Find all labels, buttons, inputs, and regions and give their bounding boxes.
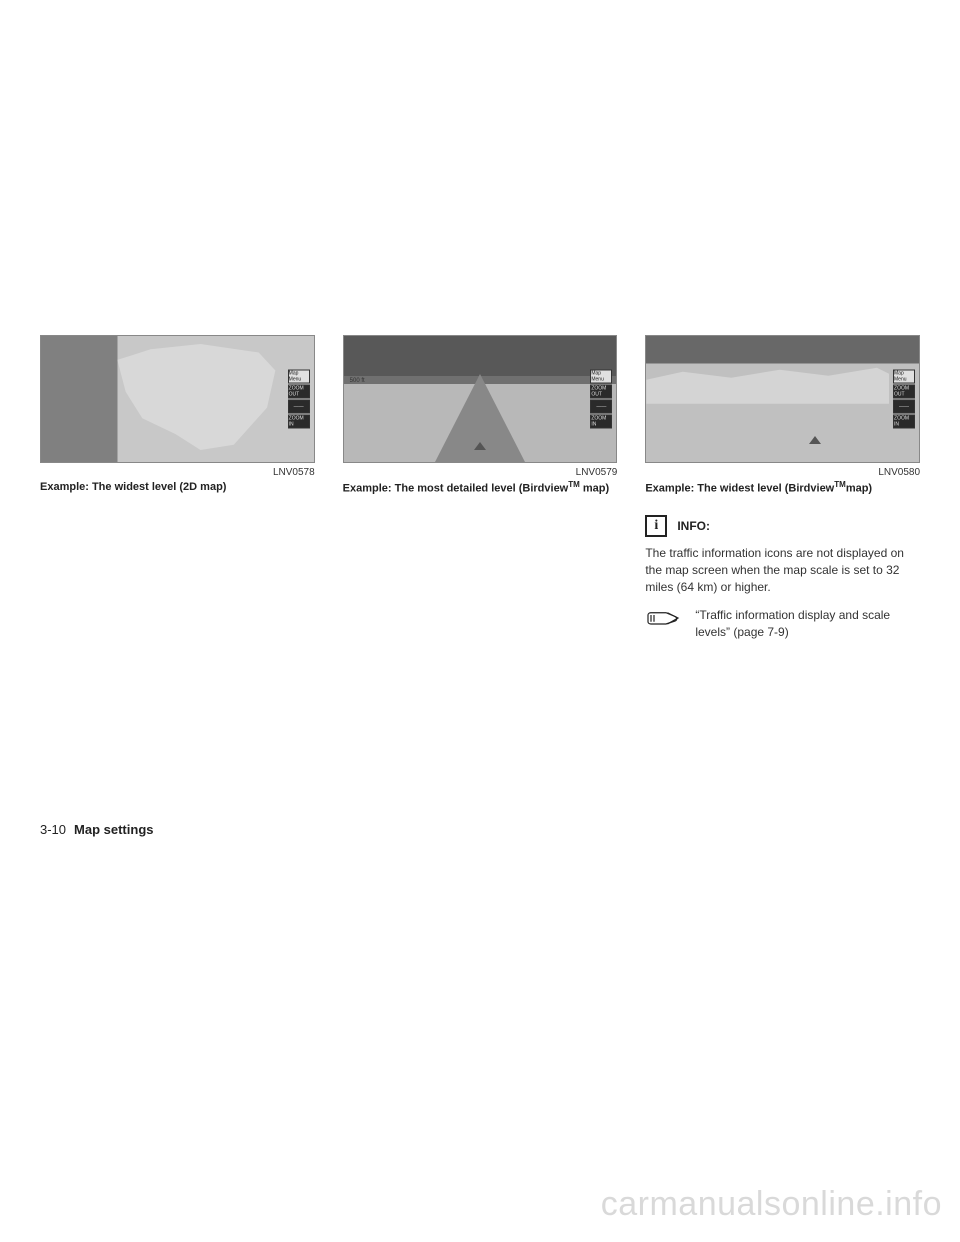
reference-text: “Traffic information display and scale l… — [695, 607, 920, 642]
caption-tail: map) — [580, 483, 609, 495]
map-screenshot-birdview-detail: 500 ft Map Menu ZOOM OUT —— ZOOM IN — [343, 335, 618, 463]
zoom-in-button[interactable]: ZOOM IN — [893, 415, 915, 429]
figure-caption: Example: The widest level (BirdviewTMmap… — [645, 480, 920, 497]
column-1: Map Menu ZOOM OUT —— ZOOM IN LNV0578 Exa… — [40, 335, 315, 641]
figure-id: LNV0580 — [645, 467, 920, 478]
column-2: 500 ft Map Menu ZOOM OUT —— ZOOM IN LNV0… — [343, 335, 618, 641]
page-number: 3-10 — [40, 822, 66, 837]
map-button-stack: Map Menu ZOOM OUT —— ZOOM IN — [893, 370, 915, 429]
vehicle-cursor-icon — [474, 442, 486, 450]
distance-label: 500 ft — [350, 378, 365, 384]
reference-row: “Traffic information display and scale l… — [645, 607, 920, 642]
info-icon: i — [645, 515, 667, 537]
zoom-out-button[interactable]: ZOOM OUT — [288, 385, 310, 399]
map-landmass — [117, 344, 283, 450]
trademark-sup: TM — [834, 480, 846, 489]
map-landmass — [646, 364, 889, 404]
zoom-out-button[interactable]: ZOOM OUT — [590, 385, 612, 399]
page-footer: 3-10 Map settings — [40, 822, 154, 837]
scale-indicator: —— — [590, 400, 612, 414]
info-label: INFO: — [677, 519, 710, 533]
scale-indicator: —— — [288, 400, 310, 414]
pointing-hand-icon — [645, 607, 681, 629]
map-screenshot-birdview-wide: Map Menu ZOOM OUT —— ZOOM IN — [645, 335, 920, 463]
trademark-sup: TM — [568, 480, 580, 489]
watermark: carmanualsonline.info — [601, 1185, 942, 1224]
caption-tail: map) — [846, 483, 872, 495]
info-heading-row: i INFO: — [645, 515, 920, 537]
map-button-stack: Map Menu ZOOM OUT —— ZOOM IN — [288, 370, 310, 429]
caption-lead: Example: The most detailed level (Birdvi… — [343, 483, 569, 495]
zoom-out-button[interactable]: ZOOM OUT — [893, 385, 915, 399]
map-menu-button[interactable]: Map Menu — [288, 370, 310, 384]
scale-indicator: —— — [893, 400, 915, 414]
vehicle-cursor-icon — [809, 436, 821, 444]
figure-id: LNV0578 — [40, 467, 315, 478]
map-menu-button[interactable]: Map Menu — [893, 370, 915, 384]
column-3: Map Menu ZOOM OUT —— ZOOM IN LNV0580 Exa… — [645, 335, 920, 641]
zoom-in-button[interactable]: ZOOM IN — [590, 415, 612, 429]
figure-caption: Example: The most detailed level (Birdvi… — [343, 480, 618, 497]
figure-id: LNV0579 — [343, 467, 618, 478]
map-screenshot-2d: Map Menu ZOOM OUT —— ZOOM IN — [40, 335, 315, 463]
figure-caption: Example: The widest level (2D map) — [40, 480, 315, 495]
zoom-in-button[interactable]: ZOOM IN — [288, 415, 310, 429]
map-menu-button[interactable]: Map Menu — [590, 370, 612, 384]
page-content: Map Menu ZOOM OUT —— ZOOM IN LNV0578 Exa… — [0, 0, 960, 641]
section-title: Map settings — [74, 822, 153, 837]
info-body-text: The traffic information icons are not di… — [645, 545, 920, 597]
map-button-stack: Map Menu ZOOM OUT —— ZOOM IN — [590, 370, 612, 429]
caption-lead: Example: The widest level (Birdview — [645, 483, 834, 495]
